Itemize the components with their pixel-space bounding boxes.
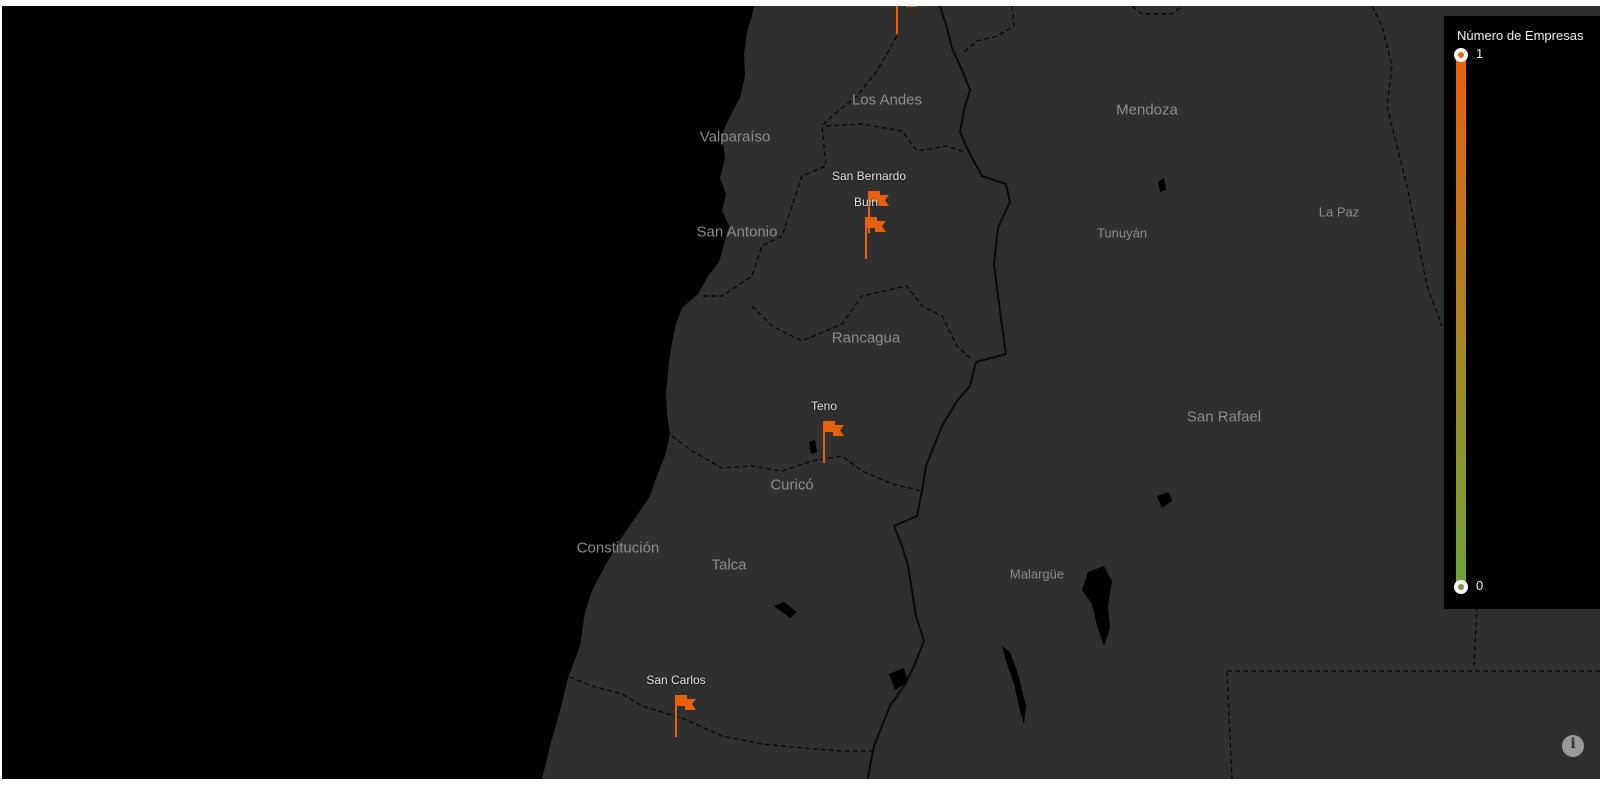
- lake: [1082, 566, 1112, 646]
- legend-max-handle[interactable]: [1454, 48, 1468, 62]
- legend-panel: Número de Empresas 1 0: [1444, 16, 1600, 609]
- info-icon: i: [1570, 736, 1576, 752]
- flag-marker-label: San Bernardo: [831, 169, 907, 183]
- map-basemap: [542, 6, 1600, 779]
- legend-min-handle[interactable]: [1454, 580, 1468, 594]
- flag-marker-label: Teno: [810, 399, 838, 413]
- legend-title: Número de Empresas: [1457, 28, 1584, 43]
- international-border: [867, 6, 1012, 779]
- flag-marker[interactable]: Buin: [854, 195, 896, 259]
- legend-max-label: 1: [1476, 46, 1484, 61]
- flag-icon: [823, 421, 844, 463]
- lake: [889, 668, 908, 690]
- lake: [1157, 492, 1172, 508]
- lake: [809, 440, 817, 454]
- flag-marker[interactable]: [893, 6, 927, 34]
- lake: [774, 602, 797, 618]
- map-canvas[interactable]: Los Andes Mendoza Valparaíso Tunuyán La Paz S…: [2, 6, 1600, 779]
- lake: [1002, 646, 1026, 724]
- lake: [1158, 178, 1166, 192]
- flag-icon: [865, 217, 886, 259]
- flag-marker-label: San Carlos: [646, 673, 706, 687]
- land-area: [542, 6, 1600, 779]
- flag-icon: [675, 695, 696, 737]
- flag-marker[interactable]: Teno: [811, 399, 854, 463]
- flag-marker[interactable]: San Carlos: [646, 673, 706, 737]
- info-button[interactable]: i: [1562, 735, 1584, 757]
- flag-marker-label: Buin: [853, 195, 879, 209]
- flag-marker[interactable]: San Bernardo: [832, 169, 906, 233]
- legend-color-ramp: [1456, 54, 1466, 588]
- flag-icon: [896, 6, 917, 34]
- legend-min-label: 0: [1476, 578, 1484, 593]
